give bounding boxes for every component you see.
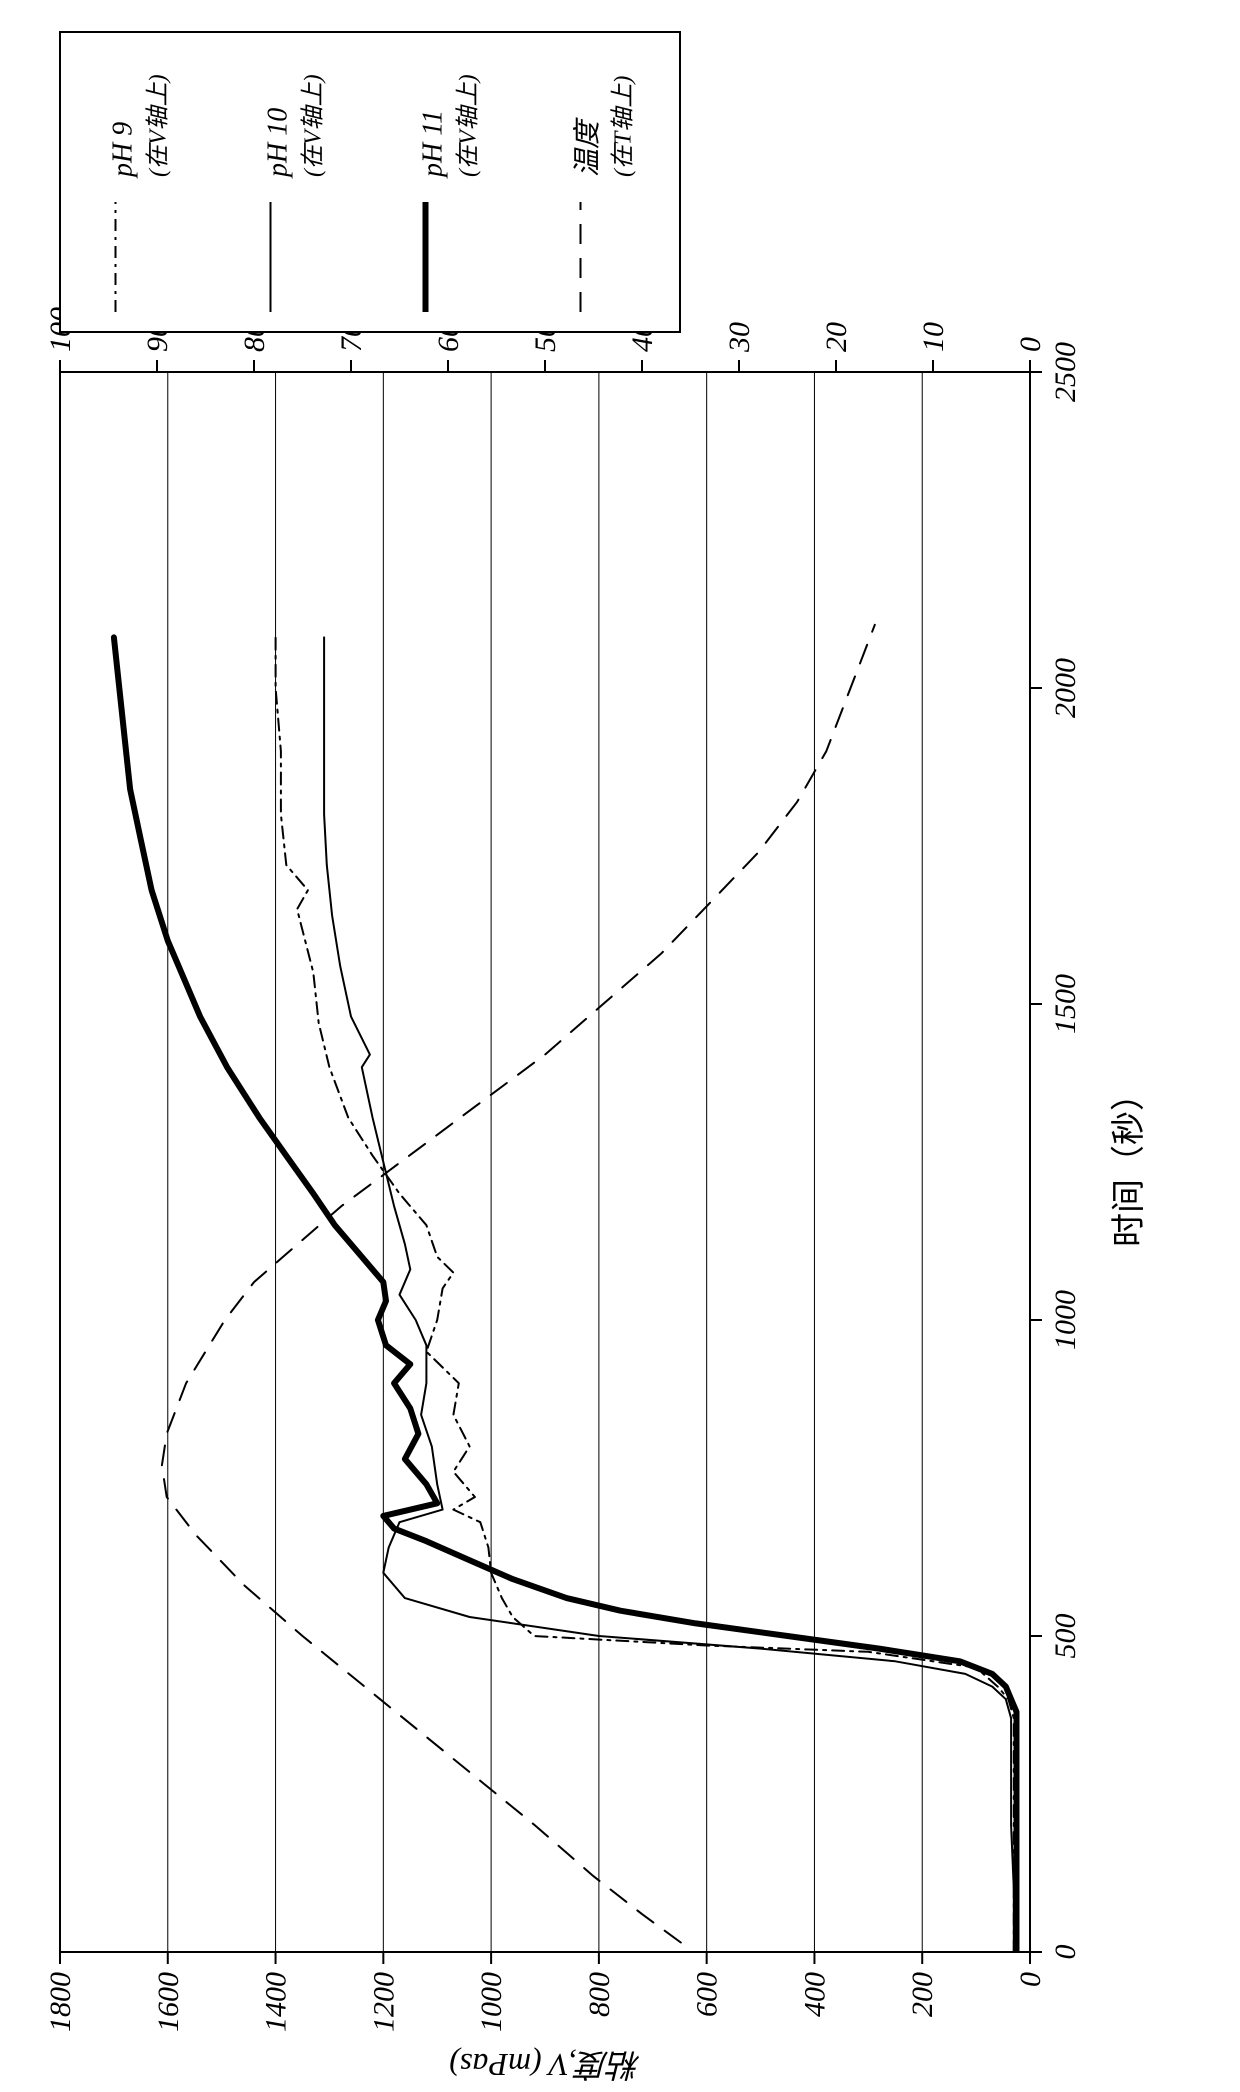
y-left-tick-label: 1200	[367, 1972, 400, 2032]
y-left-tick-label: 0	[1014, 1972, 1047, 1987]
x-axis-title: 时间（秒）	[1110, 1077, 1148, 1247]
x-tick-label: 500	[1049, 1614, 1082, 1659]
legend-label-temp: 温度	[573, 117, 604, 177]
x-tick-label: 2500	[1049, 342, 1082, 402]
legend-label-ph11: pH 11	[418, 110, 449, 179]
y-left-tick-label: 400	[798, 1972, 831, 2017]
x-tick-label: 2000	[1049, 658, 1082, 718]
chart-rotated-container: 05001000150020002500时间（秒）020040060080010…	[0, 0, 1240, 2092]
y-right-tick-label: 0	[1014, 337, 1047, 352]
chart-upright: 05001000150020002500时间（秒）020040060080010…	[0, 0, 1240, 2092]
y-right-tick-label: 30	[723, 322, 756, 353]
y-left-tick-label: 1600	[152, 1972, 185, 2032]
y-left-tick-label: 1000	[475, 1972, 508, 2032]
y-right-tick-label: 20	[820, 322, 853, 352]
legend-label-ph9: pH 9	[108, 122, 139, 179]
legend-sublabel-temp: (在T轴上)	[610, 76, 637, 177]
y-left-axis-title: 粘度,V (mPas)	[449, 2047, 640, 2083]
y-left-tick-label: 1800	[44, 1972, 77, 2032]
x-tick-label: 1500	[1049, 974, 1082, 1034]
x-tick-label: 1000	[1049, 1290, 1082, 1350]
legend-sublabel-ph10: (在V轴上)	[300, 74, 327, 177]
dual-axis-line-chart: 05001000150020002500时间（秒）020040060080010…	[0, 0, 1240, 2092]
y-left-tick-label: 200	[906, 1972, 939, 2017]
x-tick-label: 0	[1049, 1945, 1082, 1960]
legend-sublabel-ph9: (在V轴上)	[145, 74, 172, 177]
legend-label-ph10: pH 10	[263, 108, 294, 179]
y-left-tick-label: 800	[583, 1972, 616, 2017]
y-left-tick-label: 600	[691, 1972, 724, 2017]
y-right-tick-label: 10	[917, 322, 950, 352]
y-left-tick-label: 1400	[260, 1972, 293, 2032]
legend-sublabel-ph11: (在V轴上)	[455, 74, 482, 177]
